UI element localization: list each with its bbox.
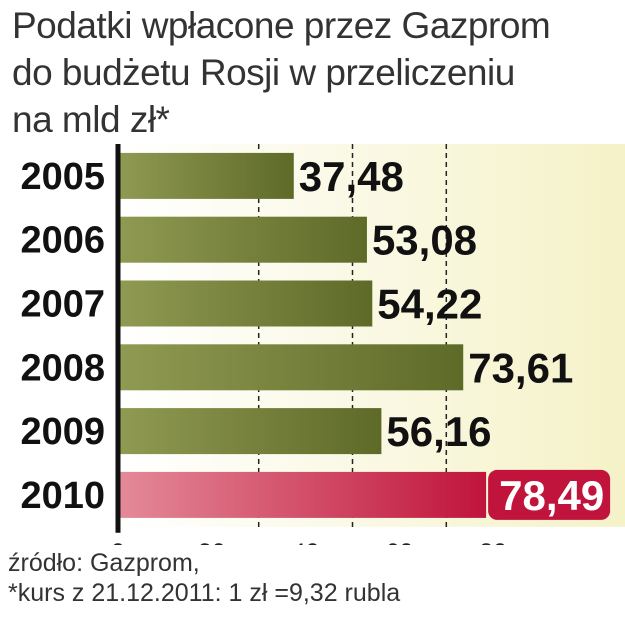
x-tick-label: 20 — [198, 539, 226, 545]
title-line-2: do budżetu Rosji w przeliczeniu — [12, 52, 515, 93]
title-line-3: na mld zł* — [12, 99, 170, 140]
bar-2006 — [118, 216, 367, 263]
category-label-2010: 2010 — [20, 475, 105, 517]
bar-2008 — [118, 344, 464, 391]
source-line-1: źródło: Gazprom, — [8, 549, 200, 577]
value-label-2009: 56,16 — [386, 408, 491, 455]
bar-2007 — [118, 280, 373, 327]
category-label-2007: 2007 — [20, 284, 105, 326]
source-line-2: *kurs z 21.12.2011: 1 zł =9,32 rubla — [8, 579, 401, 607]
value-label-2005: 37,48 — [299, 153, 404, 200]
category-label-2006: 2006 — [20, 220, 105, 262]
category-label-2005: 2005 — [20, 156, 105, 198]
x-tick-label: 0 — [111, 539, 125, 545]
value-label-2006: 53,08 — [372, 217, 477, 264]
bar-2005 — [118, 152, 294, 199]
bar-chart: 2005 37,48 2006 53,08 2007 54,22 2008 73,61 2009… — [20, 144, 625, 545]
bar-2010 — [118, 471, 487, 518]
x-tick-label: 40 — [292, 539, 320, 545]
category-label-2009: 2009 — [20, 411, 105, 453]
value-label-2007: 54,22 — [377, 281, 482, 328]
value-label-box-2010 — [488, 469, 611, 520]
bar-2009 — [118, 408, 382, 455]
x-tick-label: 80 — [479, 539, 507, 545]
category-label-2008: 2008 — [20, 347, 105, 389]
chart-title: Podatki wpłacone przez Gazprom do budżet… — [12, 2, 612, 143]
x-tick-label: 60 — [385, 539, 413, 545]
value-label-2010: 78,49 — [499, 472, 604, 519]
source-note: źródło: Gazprom, *kurs z 21.12.2011: 1 z… — [8, 548, 618, 608]
value-label-2008: 73,61 — [468, 344, 573, 391]
title-line-1: Podatki wpłacone przez Gazprom — [12, 5, 551, 46]
plot-background — [118, 144, 625, 527]
